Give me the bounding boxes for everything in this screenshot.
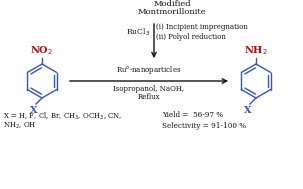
Text: Ru$^o$-nanoparticles: Ru$^o$-nanoparticles xyxy=(116,64,182,76)
Text: (ii) Polyol reduction: (ii) Polyol reduction xyxy=(156,33,226,41)
Text: Reflux: Reflux xyxy=(138,93,160,101)
Text: Selectivity = 91-100 %: Selectivity = 91-100 % xyxy=(162,122,246,130)
Text: X: X xyxy=(244,106,252,115)
Text: RuCl$_3$: RuCl$_3$ xyxy=(126,26,150,38)
Text: Yield =  56-97 %: Yield = 56-97 % xyxy=(162,111,223,119)
Text: Modified: Modified xyxy=(153,0,191,8)
Text: NH$_2$, OH: NH$_2$, OH xyxy=(3,121,36,131)
Text: X = H, F, Cl, Br, CH$_3$, OCH$_3$, CN,: X = H, F, Cl, Br, CH$_3$, OCH$_3$, CN, xyxy=(3,111,122,122)
Text: Isopropanol, NaOH,: Isopropanol, NaOH, xyxy=(113,85,185,93)
Text: X: X xyxy=(30,106,38,115)
Text: NO$_2$: NO$_2$ xyxy=(31,44,54,57)
Text: NH$_2$: NH$_2$ xyxy=(244,44,268,57)
Text: Montmorillonite: Montmorillonite xyxy=(138,8,206,16)
Text: (i) Incipient impregnation: (i) Incipient impregnation xyxy=(156,23,248,31)
